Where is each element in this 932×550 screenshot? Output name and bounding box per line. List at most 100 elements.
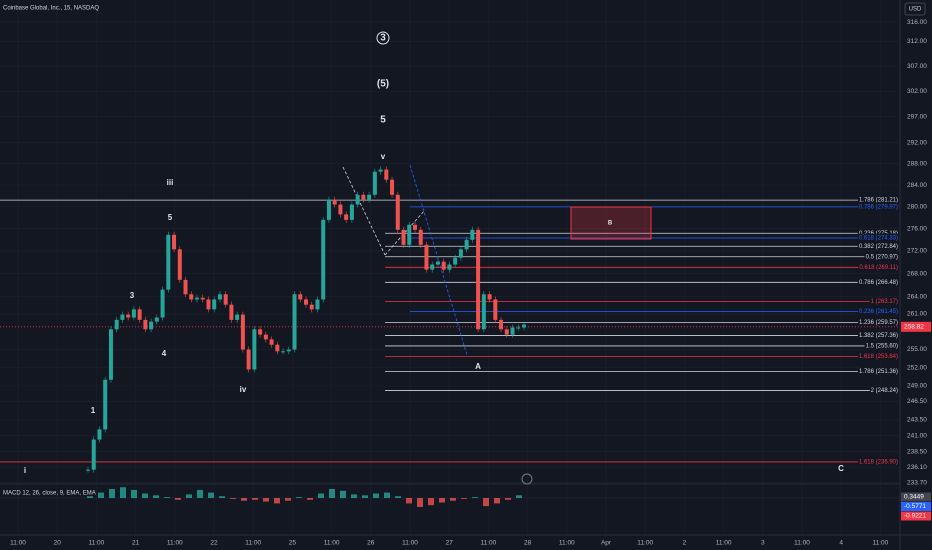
candle [458, 249, 463, 258]
candle [390, 179, 395, 195]
fib-label: 1.618 (253.84) [859, 354, 898, 360]
x-tick-label: 3 [761, 540, 765, 547]
candle [154, 317, 159, 322]
candle [269, 339, 274, 345]
fib-label: 0.618 (274.33) [859, 236, 898, 242]
fib-label: 0.618 (269.11) [859, 265, 898, 271]
wave-label: 4 [162, 349, 167, 358]
x-tick-label: 11:00 [794, 540, 810, 547]
candle [464, 239, 469, 250]
candle [200, 297, 205, 300]
macd-bar [252, 498, 258, 500]
macd-bar [197, 489, 203, 498]
x-tick-label: Apr [601, 540, 612, 547]
x-tick-label: 4 [839, 540, 843, 547]
macd-readout-tag [901, 511, 931, 521]
candle [172, 234, 177, 250]
candle [160, 289, 165, 318]
y-tick-label: 233.70 [907, 479, 927, 486]
candle [481, 294, 486, 330]
macd-bar [274, 498, 280, 504]
macd-readout: 0.3449 [904, 494, 924, 501]
macd-bar [461, 498, 467, 499]
candle [195, 297, 199, 300]
candle [361, 194, 366, 200]
y-tick-label: 236.10 [907, 464, 927, 471]
macd-bar [406, 498, 412, 504]
candle [229, 304, 234, 320]
fib-label: 1.786 (281.21) [859, 198, 898, 204]
wave-label: 5 [168, 213, 173, 222]
candle [126, 314, 131, 318]
y-tick-label: 246.50 [907, 398, 927, 405]
wave-label: i [24, 466, 26, 475]
fib-label: 0.5 (270.97) [866, 254, 898, 260]
x-tick-label: 2 [683, 540, 687, 547]
y-tick-label: 252.00 [907, 364, 927, 371]
candle [401, 229, 406, 245]
candle [131, 309, 136, 318]
x-tick-label: 27 [446, 540, 454, 547]
fib-label: 0.786 (266.48) [859, 280, 898, 286]
candle [263, 334, 268, 340]
macd-bar [98, 492, 104, 498]
candle [212, 299, 217, 310]
macd-bar [175, 498, 181, 500]
last-price-tag [901, 321, 931, 332]
macd-bar [384, 492, 390, 498]
y-tick-label: 272.00 [907, 248, 927, 255]
macd-readout-tag [901, 502, 931, 511]
candle [258, 329, 263, 335]
candle [143, 319, 148, 330]
candle [453, 257, 458, 265]
macd-bar [351, 494, 357, 498]
y-tick-label: 280.00 [907, 203, 927, 210]
candle [378, 169, 383, 172]
target-box [570, 206, 652, 240]
y-tick-label: 261.00 [907, 311, 927, 318]
macd-bar [439, 498, 445, 503]
x-tick-label: 11:00 [324, 540, 340, 547]
macd-bar [483, 498, 489, 507]
macd-bar [219, 496, 225, 498]
macd-bar [230, 498, 236, 499]
y-tick-label: 238.50 [907, 448, 927, 455]
currency-label[interactable]: USD [909, 7, 922, 13]
wave-label: 3 [380, 33, 386, 44]
wave-label: v [381, 152, 386, 161]
candle [298, 294, 303, 300]
macd-bar [120, 487, 126, 498]
wave-label: 5 [380, 115, 386, 126]
candle [189, 294, 194, 300]
macd-bar [428, 498, 434, 506]
x-tick-label: 22 [210, 540, 218, 547]
candle [114, 319, 119, 330]
event-icon[interactable] [521, 473, 533, 485]
macd-bar [505, 498, 511, 500]
macd-bar [186, 494, 192, 498]
wave-label: iii [167, 178, 174, 187]
candles [86, 166, 526, 473]
macd-readout: -0.5771 [904, 503, 926, 510]
y-tick-label: 288.00 [907, 160, 927, 167]
x-tick-label: 11:00 [402, 540, 418, 547]
candle [240, 314, 245, 350]
x-tick-label: 21 [132, 540, 140, 547]
candle [235, 314, 240, 320]
y-tick-label: 302.00 [907, 88, 927, 95]
y-tick-label: 292.00 [907, 139, 927, 146]
x-tick-label: 20 [54, 540, 62, 547]
x-tick-label: 11:00 [559, 540, 575, 547]
candle [292, 294, 297, 350]
candle [424, 244, 429, 270]
macd-label: MACD 12, 26, close, 9, EMA, EMA [3, 491, 96, 497]
candle [367, 194, 372, 200]
x-tick-label: 11:00 [873, 540, 889, 547]
currency-button[interactable] [904, 2, 926, 16]
wave-label: B [608, 221, 613, 227]
y-tick-label: 243.50 [907, 417, 927, 424]
macd-pane: 0.3449 -0.5771 -0.9221 [0, 487, 931, 521]
candle [206, 299, 211, 310]
trend-line [409, 164, 468, 356]
